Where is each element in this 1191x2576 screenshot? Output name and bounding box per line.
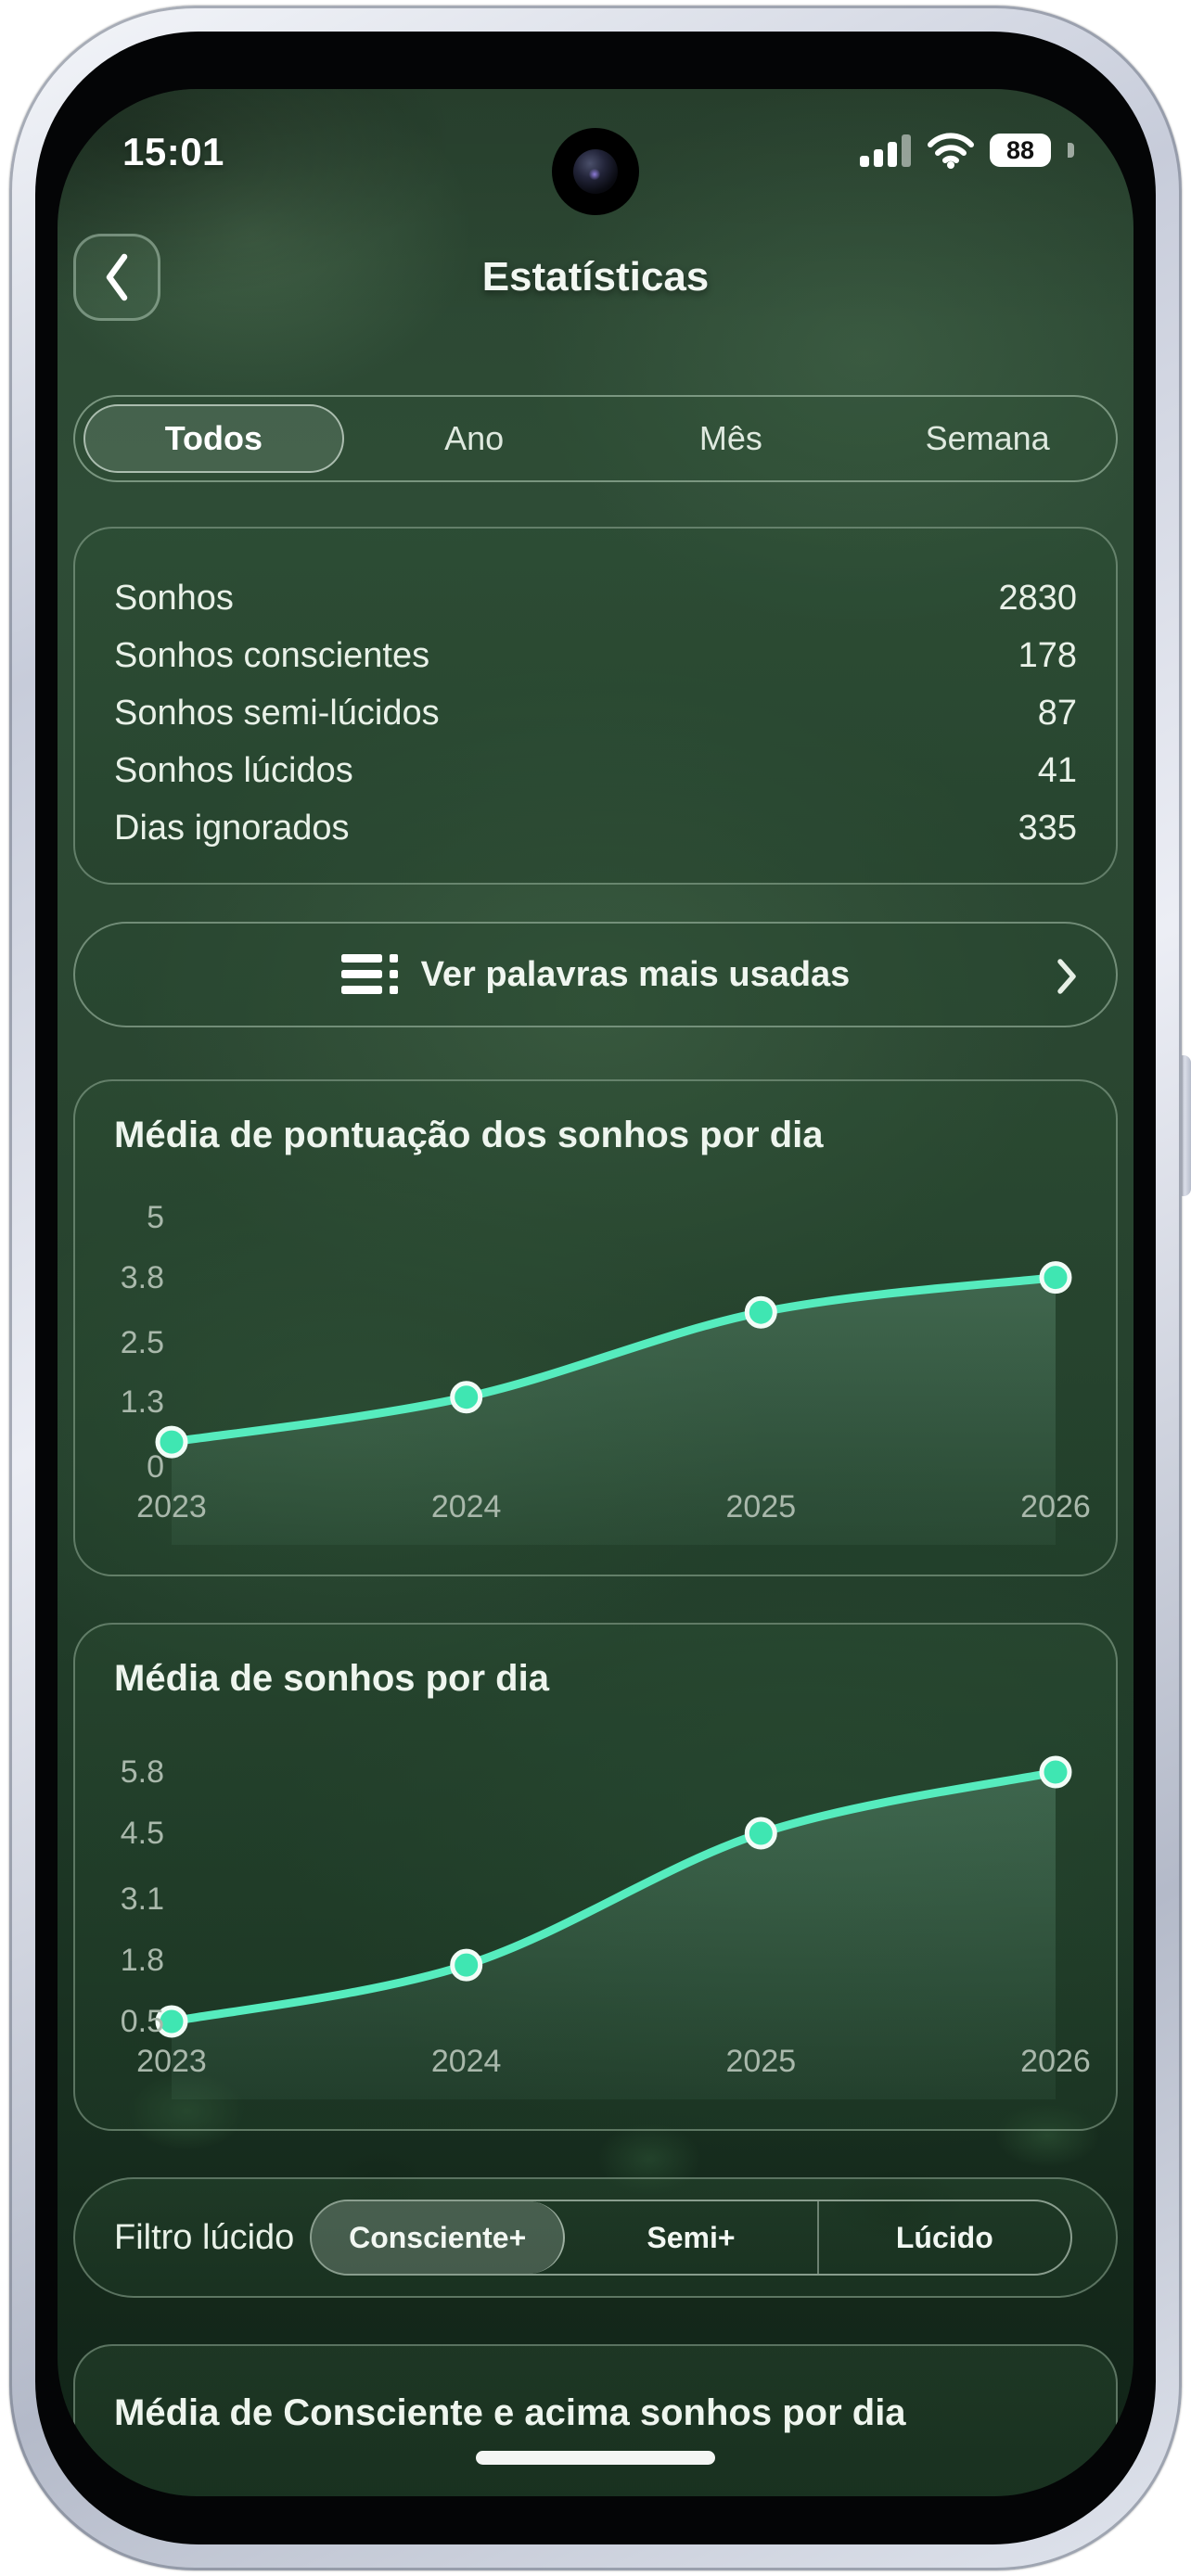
stat-label: Sonhos conscientes (114, 635, 430, 675)
conscious-average-chart-card: Média de Consciente e acima sonhos por d… (73, 2344, 1118, 2496)
y-axis-tick: 0.5 (120, 2004, 164, 2039)
words-button-label: Ver palavras mais usadas (420, 954, 851, 994)
stat-label: Sonhos lúcidos (114, 750, 353, 790)
area-fill (172, 1772, 1056, 2099)
home-indicator[interactable] (476, 2451, 715, 2465)
back-button[interactable] (73, 234, 160, 321)
y-axis-tick: 3.1 (120, 1881, 164, 1918)
wifi-icon (928, 133, 974, 169)
stat-value: 41 (1037, 750, 1077, 790)
stat-row-sonhos: Sonhos 2830 (114, 569, 1077, 627)
page-title: Estatísticas (481, 254, 710, 300)
y-axis-tick: 2.5 (120, 1324, 164, 1360)
stat-row-semi-lucidos: Sonhos semi-lúcidos 87 (114, 684, 1077, 742)
cellular-signal-icon (860, 134, 911, 167)
stat-value: 2830 (998, 578, 1077, 618)
y-axis-tick: 5 (147, 1200, 164, 1235)
lucid-filter-label: Filtro lúcido (114, 2218, 295, 2257)
stat-value: 178 (1018, 635, 1077, 675)
x-axis-tick: 2023 (136, 1489, 207, 1524)
x-axis-tick: 2025 (725, 2044, 797, 2079)
score-average-chart-card: Média de pontuação dos sonhos por dia 0 1… (73, 1079, 1118, 1576)
line-chart-dreams-average: 0.5 1.8 3.1 4.5 5.8 2023 2024 2025 2026 (75, 1732, 1120, 2103)
lucid-filter-segmented-control: Consciente+ Semi+ Lúcido (310, 2200, 1072, 2276)
data-point (450, 1381, 483, 1414)
chart-title: Média de sonhos por dia (114, 1658, 549, 1699)
data-point (1039, 1755, 1072, 1789)
battery-icon: 88 (990, 134, 1051, 167)
x-axis-tick: 2024 (430, 2044, 502, 2079)
word-list-icon (340, 954, 398, 994)
screen: 15:01 88 Estatísticas Todos Ano M (58, 89, 1133, 2496)
stat-row-ignorados: Dias ignorados 335 (114, 799, 1077, 857)
stat-value: 335 (1018, 808, 1077, 848)
chevron-right-icon (1057, 959, 1076, 994)
tab-ano[interactable]: Ano (444, 419, 505, 457)
tab-semana[interactable]: Semana (925, 419, 1050, 457)
y-axis-tick: 0 (147, 1449, 164, 1485)
stat-row-conscientes: Sonhos conscientes 178 (114, 627, 1077, 684)
battery-nub-icon (1068, 143, 1074, 158)
line-series (167, 1273, 1060, 1447)
data-point (155, 2005, 188, 2038)
chart-canvas (155, 1261, 1072, 1545)
dreams-average-chart-card: Média de sonhos por dia 0.5 1.8 3.1 4.5 5.8 2… (73, 1623, 1118, 2131)
period-segmented-control: Todos Ano Mês Semana (73, 395, 1118, 482)
x-axis-tick: 2023 (136, 2044, 207, 2079)
y-axis-tick: 4.5 (120, 1815, 164, 1851)
data-point (155, 1425, 188, 1459)
stat-label: Sonhos semi-lúcidos (114, 693, 440, 733)
data-point (450, 1948, 483, 1982)
segment-consciente[interactable]: Consciente+ (312, 2201, 566, 2274)
status-icons: 88 (860, 132, 1074, 169)
status-time: 15:01 (122, 130, 224, 173)
lucid-filter-card: Filtro lúcido Consciente+ Semi+ Lúcido (73, 2177, 1118, 2298)
stat-row-lucidos: Sonhos lúcidos 41 (114, 742, 1077, 799)
data-point (744, 1295, 777, 1329)
y-axis-tick: 1.3 (120, 1384, 164, 1421)
line-series (167, 1767, 1060, 2026)
data-point (1039, 1261, 1072, 1294)
x-axis-tick: 2024 (430, 1489, 502, 1524)
battery-level: 88 (1005, 135, 1035, 164)
chart-title: Média de Consciente e acima sonhos por d… (114, 2392, 906, 2433)
chevron-left-icon (106, 253, 128, 301)
line-chart-score-average: 0 1.3 2.5 3.8 5 2023 2024 2025 2026 (75, 1178, 1120, 1549)
chart-title: Média de pontuação dos sonhos por dia (114, 1115, 824, 1155)
segment-lucido[interactable]: Lúcido (895, 2220, 993, 2254)
tab-todos[interactable]: Todos (83, 404, 344, 473)
data-point (744, 1817, 777, 1850)
stat-label: Sonhos (114, 578, 234, 618)
front-camera-icon (552, 128, 639, 215)
area-fill (172, 1277, 1056, 1545)
camera-glint (589, 169, 600, 180)
segment-semi[interactable]: Semi+ (565, 2201, 819, 2274)
tab-mes[interactable]: Mês (698, 419, 762, 457)
y-axis-tick: 3.8 (120, 1259, 164, 1295)
x-axis-tick: 2025 (725, 1489, 797, 1524)
chart-canvas (155, 1755, 1072, 2099)
stat-label: Dias ignorados (114, 808, 350, 848)
stat-value: 87 (1037, 693, 1077, 733)
x-axis-tick: 2026 (1020, 2044, 1091, 2079)
x-axis-tick: 2026 (1020, 1489, 1091, 1524)
stats-card: Sonhos 2830 Sonhos conscientes 178 Sonho… (73, 527, 1118, 885)
view-most-used-words-button[interactable]: Ver palavras mais usadas (73, 922, 1118, 1027)
y-axis-tick: 5.8 (120, 1754, 164, 1790)
y-axis-tick: 1.8 (120, 1943, 164, 1979)
